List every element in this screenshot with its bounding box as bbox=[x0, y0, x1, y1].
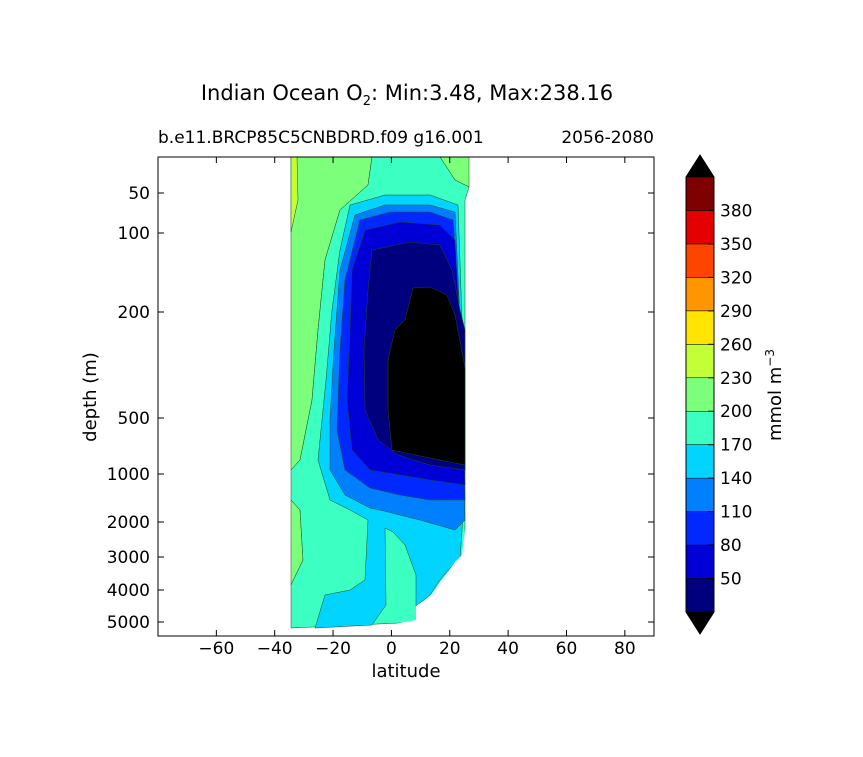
colorbar-bin bbox=[685, 310, 715, 345]
colorbar-tick-label: 50 bbox=[720, 570, 742, 590]
x-tick-label: 80 bbox=[614, 639, 636, 659]
chart-subtitle-right: 2056-2080 bbox=[561, 128, 654, 148]
x-tick-label: 40 bbox=[497, 639, 519, 659]
x-tick-label: −40 bbox=[257, 639, 293, 659]
contour-field bbox=[290, 157, 470, 636]
colorbar-bin bbox=[685, 511, 715, 546]
x-axis: −60 −40 −20 0 20 40 60 80 bbox=[198, 157, 636, 659]
colorbar-over-arrow bbox=[686, 155, 714, 177]
y-axis: 50 100 200 500 1000 2000 3000 4000 5000 bbox=[107, 184, 654, 633]
colorbar-bin bbox=[685, 176, 715, 211]
colorbar-bin bbox=[685, 210, 715, 245]
x-tick-label: 60 bbox=[556, 639, 578, 659]
colorbar-outline bbox=[685, 154, 715, 635]
colorbar-tick-label: 200 bbox=[720, 402, 752, 422]
y-tick-label: 500 bbox=[118, 409, 150, 429]
colorbar-tick-label: 140 bbox=[720, 469, 752, 489]
y-tick-label: 4000 bbox=[107, 581, 150, 601]
bathymetry-mask bbox=[372, 530, 470, 636]
colorbar-bin bbox=[685, 277, 715, 312]
x-axis-label: latitude bbox=[371, 661, 440, 682]
colorbar-under-arrow bbox=[686, 612, 714, 634]
contour-region-omz-core bbox=[387, 286, 466, 466]
colorbar-tick-label: 290 bbox=[720, 302, 752, 322]
y-tick-label: 3000 bbox=[107, 548, 150, 568]
colorbar-tick-label: 260 bbox=[720, 335, 752, 355]
colorbar-ticks: 50 80 110 140 170 200 230 260 290 320 350 380 bbox=[708, 201, 752, 590]
colorbar-tick-label: 320 bbox=[720, 268, 752, 288]
chart-subtitle-left: b.e11.BRCP85C5CNBDRD.f09 g16.001 bbox=[158, 128, 484, 148]
y-tick-label: 2000 bbox=[107, 513, 150, 533]
colorbar-bin bbox=[685, 377, 715, 412]
colorbar-tick-label: 110 bbox=[720, 503, 752, 523]
y-axis-label: depth (m) bbox=[80, 352, 101, 442]
colorbar-tick-label: 350 bbox=[720, 235, 752, 255]
plot-area: −60 −40 −20 0 20 40 60 80 50 100 200 500 1000 2000 30… bbox=[80, 156, 655, 682]
colorbar-label: mmol m−3 bbox=[763, 349, 786, 441]
colorbar-tick-label: 170 bbox=[720, 436, 752, 456]
colorbar-bin bbox=[685, 477, 715, 512]
x-tick-label: 0 bbox=[386, 639, 397, 659]
colorbar-bins bbox=[685, 176, 715, 613]
x-tick-label: 20 bbox=[439, 639, 461, 659]
y-tick-label: 5000 bbox=[107, 613, 150, 633]
y-tick-label: 100 bbox=[118, 224, 150, 244]
chart-title: Indian Ocean O2: Min:3.48, Max:238.16 bbox=[201, 81, 613, 109]
x-tick-label: −60 bbox=[198, 639, 234, 659]
colorbar-tick-label: 380 bbox=[720, 201, 752, 221]
colorbar-tick-label: 80 bbox=[720, 536, 742, 556]
colorbar-bin bbox=[685, 578, 715, 613]
colorbar: 50 80 110 140 170 200 230 260 290 320 350 380 mmol … bbox=[685, 154, 786, 635]
colorbar-bin bbox=[685, 544, 715, 579]
y-tick-label: 1000 bbox=[107, 465, 150, 485]
colorbar-bin bbox=[685, 444, 715, 479]
colorbar-bin bbox=[685, 410, 715, 445]
colorbar-bin bbox=[685, 243, 715, 278]
plot-frame bbox=[157, 156, 655, 637]
x-tick-label: −20 bbox=[315, 639, 351, 659]
contour-region-230-260 bbox=[290, 157, 299, 233]
colorbar-tick-label: 230 bbox=[720, 369, 752, 389]
colorbar-bin bbox=[685, 344, 715, 379]
y-tick-label: 50 bbox=[128, 184, 150, 204]
y-tick-label: 200 bbox=[118, 303, 150, 323]
